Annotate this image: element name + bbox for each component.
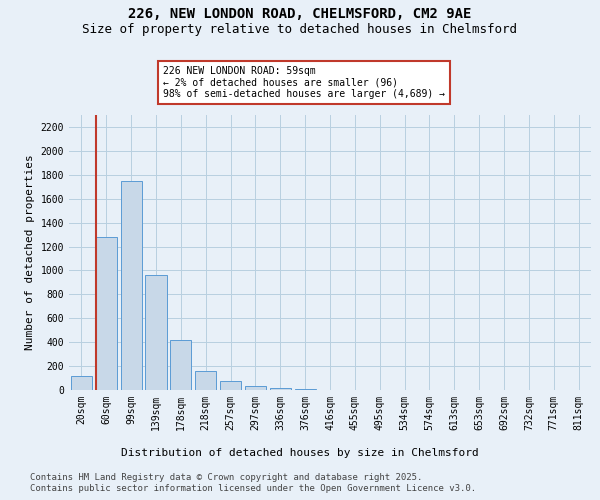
Text: Contains public sector information licensed under the Open Government Licence v3: Contains public sector information licen… [30, 484, 476, 493]
Text: Distribution of detached houses by size in Chelmsford: Distribution of detached houses by size … [121, 448, 479, 458]
Text: Size of property relative to detached houses in Chelmsford: Size of property relative to detached ho… [83, 22, 517, 36]
Bar [96, 237, 117, 390]
Y-axis label: Number of detached properties: Number of detached properties [25, 154, 35, 350]
Bar [145, 275, 167, 390]
Bar [121, 181, 142, 390]
Bar [270, 388, 291, 390]
Bar [220, 381, 241, 390]
Bar [195, 372, 216, 390]
Text: 226, NEW LONDON ROAD, CHELMSFORD, CM2 9AE: 226, NEW LONDON ROAD, CHELMSFORD, CM2 9A… [128, 8, 472, 22]
Bar [245, 386, 266, 390]
Bar [71, 376, 92, 390]
Bar [170, 340, 191, 390]
Text: 226 NEW LONDON ROAD: 59sqm
← 2% of detached houses are smaller (96)
98% of semi-: 226 NEW LONDON ROAD: 59sqm ← 2% of detac… [163, 66, 445, 98]
Text: Contains HM Land Registry data © Crown copyright and database right 2025.: Contains HM Land Registry data © Crown c… [30, 472, 422, 482]
